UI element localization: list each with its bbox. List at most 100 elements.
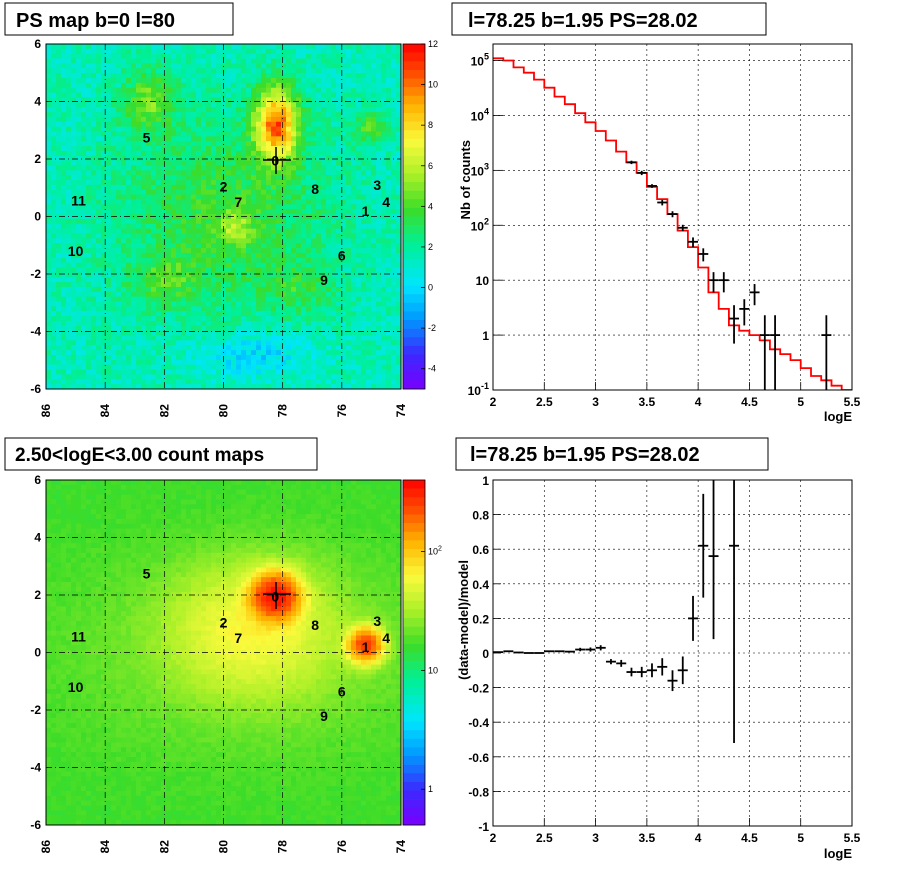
map-pixel	[231, 262, 237, 268]
map-pixel	[166, 218, 172, 225]
map-pixel	[186, 223, 192, 230]
map-pixel	[356, 296, 362, 302]
map-pixel	[271, 369, 277, 375]
map-pixel	[361, 146, 367, 152]
map-pixel	[146, 354, 152, 361]
map-pixel	[181, 277, 187, 283]
map-pixel	[256, 126, 262, 132]
map-pixel	[326, 160, 332, 166]
map-pixel	[351, 180, 357, 186]
map-pixel	[336, 364, 342, 370]
map-pixel	[356, 252, 362, 259]
map-pixel	[146, 63, 152, 69]
map-pixel	[266, 180, 272, 186]
map-pixel	[301, 374, 307, 380]
map-pixel	[186, 296, 192, 302]
map-pixel	[101, 286, 107, 293]
map-pixel	[291, 243, 297, 249]
map-pixel	[216, 73, 222, 79]
map-pixel	[371, 107, 377, 113]
map-pixel	[261, 189, 267, 196]
map-pixel	[361, 170, 367, 176]
map-pixel	[181, 301, 187, 307]
map-pixel	[296, 296, 302, 302]
map-pixel	[346, 68, 352, 74]
map-pixel	[136, 112, 142, 118]
map-pixel	[206, 97, 212, 103]
map-pixel	[176, 374, 182, 380]
map-pixel	[101, 223, 107, 230]
map-pixel	[96, 165, 102, 171]
map-pixel	[71, 228, 77, 234]
map-pixel	[71, 345, 77, 351]
map-pixel	[236, 325, 242, 332]
map-pixel	[121, 384, 127, 390]
map-pixel	[211, 316, 217, 322]
map-pixel	[76, 73, 82, 79]
map-pixel	[251, 238, 257, 244]
map-pixel	[211, 150, 217, 157]
map-pixel	[291, 340, 297, 346]
map-pixel	[391, 252, 397, 259]
map-pixel	[326, 350, 332, 356]
map-pixel	[221, 272, 227, 278]
map-pixel	[51, 116, 57, 123]
map-pixel	[391, 369, 397, 375]
map-pixel	[91, 340, 97, 346]
map-pixel	[186, 238, 192, 244]
map-pixel	[366, 238, 372, 244]
map-pixel	[261, 63, 267, 69]
map-pixel	[66, 286, 72, 293]
map-pixel	[71, 160, 77, 166]
map-pixel	[141, 359, 147, 366]
map-pixel	[381, 262, 387, 268]
map-pixel	[346, 374, 352, 380]
map-pixel	[171, 63, 177, 69]
map-pixel	[236, 345, 242, 351]
map-pixel	[126, 379, 132, 385]
map-pixel	[71, 223, 77, 230]
map-pixel	[136, 228, 142, 234]
map-pixel	[201, 248, 207, 254]
map-pixel	[381, 146, 387, 152]
map-pixel	[371, 301, 377, 307]
map-pixel	[296, 97, 302, 103]
map-pixel	[396, 121, 402, 128]
map-pixel	[326, 53, 332, 59]
map-pixel	[351, 146, 357, 152]
map-pixel	[201, 257, 207, 264]
map-pixel	[316, 58, 322, 64]
map-pixel	[216, 199, 222, 205]
map-pixel	[186, 272, 192, 278]
map-pixel	[131, 369, 137, 375]
map-pixel	[86, 155, 92, 162]
map-pixel	[96, 44, 102, 50]
map-pixel	[371, 291, 377, 298]
map-pixel	[286, 379, 292, 385]
map-pixel	[181, 248, 187, 254]
map-pixel	[256, 233, 262, 239]
map-pixel	[61, 223, 67, 230]
map-pixel	[191, 384, 197, 390]
map-pixel	[246, 68, 252, 74]
map-pixel	[311, 223, 317, 230]
map-pixel	[316, 146, 322, 152]
map-pixel	[226, 116, 232, 123]
map-pixel	[346, 126, 352, 132]
map-pixel	[136, 131, 142, 137]
map-pixel	[231, 252, 237, 259]
map-pixel	[66, 238, 72, 244]
map-pixel	[326, 218, 332, 225]
map-pixel	[181, 228, 187, 234]
map-pixel	[136, 320, 142, 327]
map-pixel	[196, 233, 202, 239]
map-pixel	[341, 165, 347, 171]
map-pixel	[151, 116, 157, 123]
map-pixel	[366, 87, 372, 93]
map-pixel	[121, 48, 127, 55]
map-pixel	[81, 199, 87, 205]
map-pixel	[166, 335, 172, 341]
map-pixel	[226, 146, 232, 152]
map-pixel	[216, 82, 222, 89]
map-pixel	[371, 296, 377, 302]
